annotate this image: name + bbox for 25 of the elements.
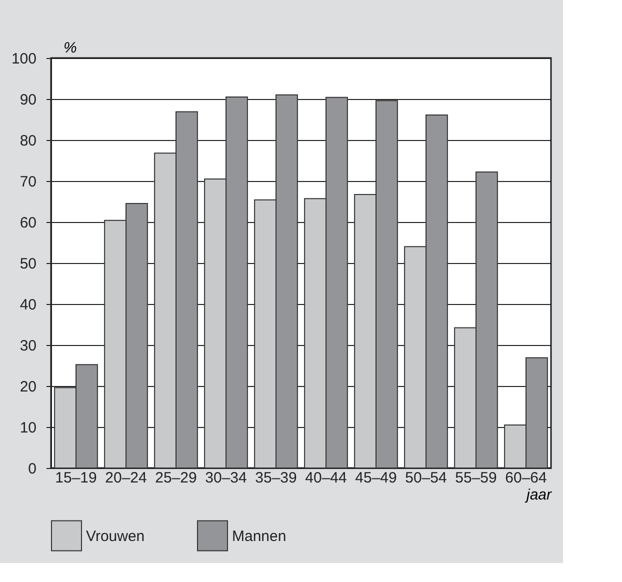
y-tick-label: 30 xyxy=(20,338,36,354)
y-tick-label: 70 xyxy=(20,174,36,190)
x-tick-label: 40–44 xyxy=(305,470,347,486)
y-tick-label: 80 xyxy=(20,132,36,150)
x-tick-label: 45–49 xyxy=(355,470,397,486)
y-tick-label: 20 xyxy=(20,378,36,396)
x-tick-label: 15–19 xyxy=(55,470,97,486)
x-tick-label: 60–64 xyxy=(505,470,547,486)
x-tick-label: 35–39 xyxy=(255,470,297,486)
x-axis-title: jaar xyxy=(524,486,552,504)
y-tick-label: 50 xyxy=(20,256,36,272)
y-axis-title: % xyxy=(64,40,77,56)
legend-label: Mannen xyxy=(232,528,286,545)
x-tick-label: 25–29 xyxy=(155,470,197,486)
y-tick-label: 60 xyxy=(20,214,36,232)
x-tick-label: 30–34 xyxy=(205,470,247,486)
y-tick-label: 100 xyxy=(11,50,36,68)
y-tick-label: 40 xyxy=(20,296,36,314)
x-tick-label: 50–54 xyxy=(405,470,447,486)
x-tick-label: 20–24 xyxy=(105,470,147,486)
y-tick-label: 0 xyxy=(28,460,36,478)
x-tick-label: 55–59 xyxy=(455,470,497,486)
y-tick-label: 90 xyxy=(20,92,36,108)
y-tick-label: 10 xyxy=(20,420,36,436)
legend-label: Vrouwen xyxy=(86,528,145,545)
